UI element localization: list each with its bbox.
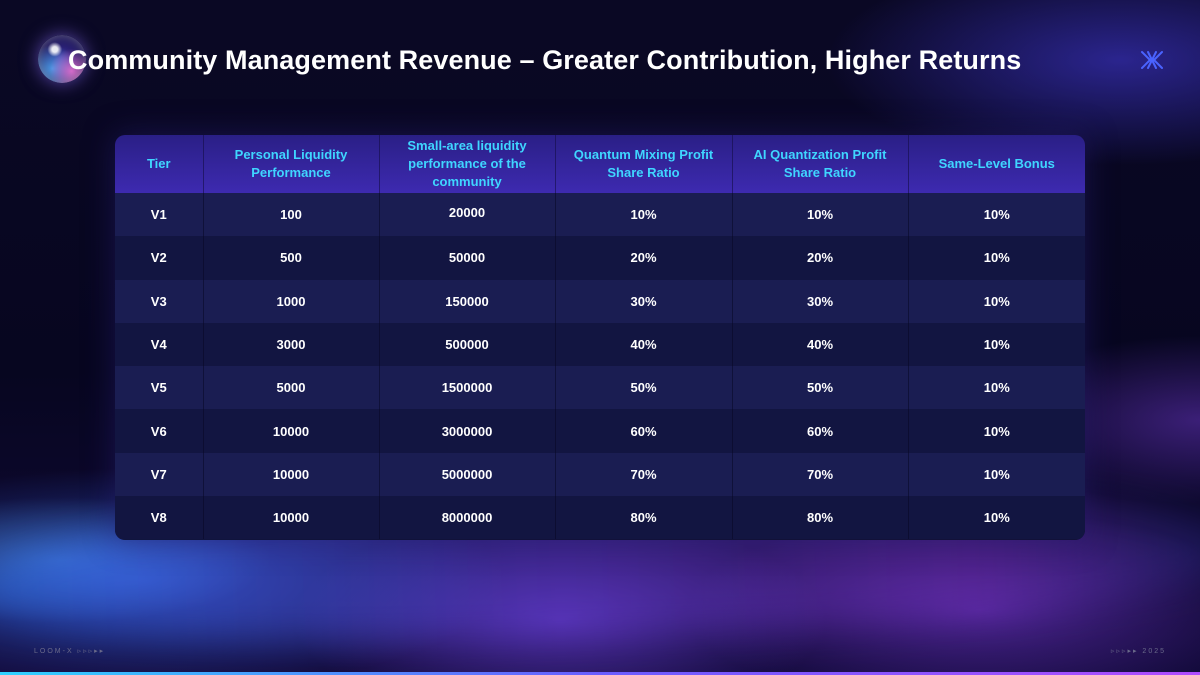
cell-ai-quantization: 70%: [732, 452, 909, 497]
cell-same-level-bonus: 10%: [983, 380, 1010, 396]
cell-quantum-mixing: 30%: [555, 279, 733, 323]
cell-small-area-liquidity: 50000: [379, 236, 556, 280]
table-row: V4 3000 500000 40% 40% 10%: [115, 322, 1085, 367]
cell-personal-liquidity: 500: [203, 236, 380, 280]
cell-small-area-liquidity: 8000000: [379, 496, 556, 540]
cell-tier: V8: [115, 496, 204, 540]
cell-same-level-bonus: 10%: [983, 423, 1010, 439]
cell-tier: V5: [115, 366, 204, 410]
cell-small-area-liquidity: 500000: [379, 322, 556, 367]
x-logo-icon: [1141, 51, 1163, 69]
cell-personal-liquidity: 10000: [203, 496, 380, 540]
column-header-tier: Tier: [115, 135, 204, 193]
cell-small-area-liquidity: 1500000: [379, 366, 556, 410]
table-row: V5 5000 1500000 50% 50% 10%: [115, 366, 1085, 410]
cell-small-area-liquidity: 150000: [379, 279, 556, 323]
cell-same-level-bonus: 10%: [983, 466, 1010, 482]
tier-table-card: Tier Personal Liquidity Performance Smal…: [115, 135, 1085, 540]
table-row: V7 10000 5000000 70% 70% 10%: [115, 452, 1085, 497]
cell-ai-quantization: 60%: [732, 409, 909, 453]
cell-personal-liquidity: 10000: [203, 452, 380, 497]
cell-ai-quantization: 50%: [732, 366, 909, 410]
column-header-quantum-mixing: Quantum Mixing Profit Share Ratio: [555, 135, 733, 193]
column-header-ai-quantization: AI Quantization Profit Share Ratio: [732, 135, 909, 193]
cell-ai-quantization: 10%: [732, 193, 909, 237]
cell-personal-liquidity: 10000: [203, 409, 380, 453]
table-row: V6 10000 3000000 60% 60% 10%: [115, 409, 1085, 453]
cell-personal-liquidity: 1000: [203, 279, 380, 323]
column-header-same-level-bonus: Same-Level Bonus: [938, 156, 1055, 171]
cell-tier: V3: [115, 279, 204, 323]
tier-table: Tier Personal Liquidity Performance Smal…: [115, 135, 1085, 540]
table-row: V2 500 50000 20% 20% 10%: [115, 236, 1085, 280]
cell-same-level-bonus: 10%: [983, 510, 1010, 526]
cell-tier: V7: [115, 452, 204, 497]
cell-quantum-mixing: 10%: [555, 193, 733, 237]
cell-personal-liquidity: 100: [203, 193, 380, 237]
cell-small-area-liquidity: 5000000: [379, 452, 556, 497]
footer-brand: LOOM-X ▹▹▹▸▸: [34, 648, 106, 655]
footer-year: ▹▹▹▸▸ 2025: [1110, 648, 1166, 655]
cell-same-level-bonus: 10%: [983, 207, 1010, 223]
cell-ai-quantization: 20%: [732, 236, 909, 280]
cell-same-level-bonus: 10%: [983, 337, 1010, 353]
cell-tier: V2: [115, 236, 204, 280]
cell-quantum-mixing: 80%: [555, 496, 733, 540]
cell-tier: V6: [115, 409, 204, 453]
cell-quantum-mixing: 40%: [555, 322, 733, 367]
column-header-small-area-liquidity: Small-area liquidity performance of the …: [379, 135, 556, 193]
cell-personal-liquidity: 5000: [203, 366, 380, 410]
cell-small-area-liquidity: 20000: [379, 193, 556, 237]
cell-ai-quantization: 40%: [732, 322, 909, 367]
bottom-accent-line: [0, 672, 1200, 675]
cell-small-area-liquidity: 3000000: [379, 409, 556, 453]
cell-tier: V1: [115, 193, 204, 237]
table-row: V8 10000 8000000 80% 80% 10%: [115, 496, 1085, 540]
cell-tier: V4: [115, 322, 204, 367]
page-title: Community Management Revenue – Greater C…: [68, 45, 1022, 75]
cell-quantum-mixing: 70%: [555, 452, 733, 497]
cell-quantum-mixing: 60%: [555, 409, 733, 453]
cell-ai-quantization: 30%: [732, 279, 909, 323]
table-row: V3 1000 150000 30% 30% 10%: [115, 279, 1085, 323]
table-header-row: Tier Personal Liquidity Performance Smal…: [115, 135, 1085, 193]
cell-ai-quantization: 80%: [732, 496, 909, 540]
orb-icon: [38, 35, 86, 83]
table-row: V1 100 20000 10% 10% 10%: [115, 193, 1085, 237]
cell-same-level-bonus: 10%: [983, 293, 1010, 309]
cell-personal-liquidity: 3000: [203, 322, 380, 367]
cell-quantum-mixing: 50%: [555, 366, 733, 410]
cell-quantum-mixing: 20%: [555, 236, 733, 280]
cell-same-level-bonus: 10%: [983, 250, 1010, 266]
column-header-personal-liquidity: Personal Liquidity Performance: [203, 135, 380, 193]
